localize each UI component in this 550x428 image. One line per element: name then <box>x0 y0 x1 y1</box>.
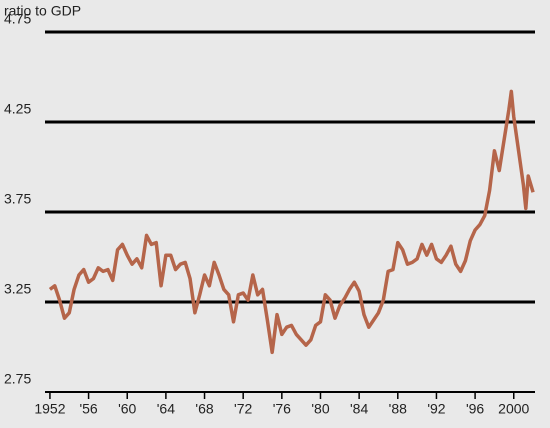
x-tick-label: '80 <box>311 401 329 417</box>
x-tick-label: '92 <box>427 401 445 417</box>
x-tick-label: 1952 <box>34 401 65 417</box>
data-line <box>48 89 535 355</box>
y-tick-label: 4.75 <box>4 11 31 27</box>
x-tick-label: '64 <box>157 401 175 417</box>
x-tick-label: '68 <box>195 401 213 417</box>
y-tick-label: 3.25 <box>4 281 31 297</box>
x-tick-label: '72 <box>234 401 252 417</box>
x-tick-label: '60 <box>118 401 136 417</box>
x-tick-label: '76 <box>273 401 291 417</box>
x-tick-label: '56 <box>79 401 97 417</box>
y-axis-label: ratio to GDP <box>4 3 81 19</box>
y-tick-label: 3.75 <box>4 191 31 207</box>
x-tick-label: '88 <box>389 401 407 417</box>
y-tick-label: 4.25 <box>4 101 31 117</box>
y-tick-label: 2.75 <box>4 371 31 387</box>
x-tick-label: '96 <box>466 401 484 417</box>
x-tick-label: '84 <box>350 401 368 417</box>
x-tick-label: 2000 <box>498 401 529 417</box>
